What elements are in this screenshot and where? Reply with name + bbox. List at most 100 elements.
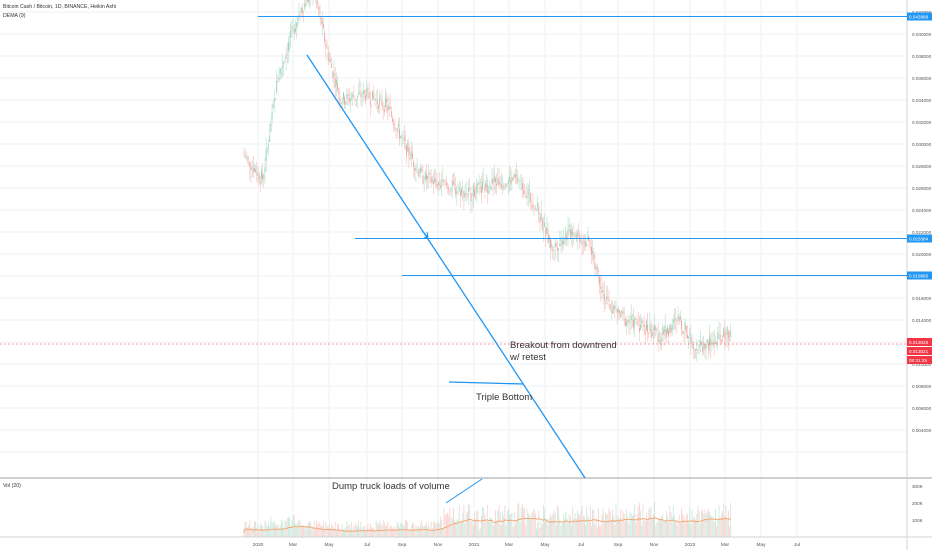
candle-body [571,229,572,235]
candle-body [476,183,478,194]
price-tick-label: 0.030000 [912,142,932,147]
candle-body [263,175,265,179]
candle-body [358,92,360,95]
triple-bottom-line[interactable] [448,381,525,385]
candle-body [550,239,551,249]
volume-axis[interactable]: 300K 200K 100K [912,484,924,523]
candle-body [716,342,718,344]
symbol-title[interactable]: Bitcoin Cash / Bitcoin, 1D, BINANCE, Hei… [3,4,116,10]
candle-body [695,349,697,351]
candle-body [622,311,624,314]
candle-body [415,168,417,171]
price-tick-label: 0.014000 [912,318,932,323]
candle-body [244,155,246,158]
time-tick-label: Jul [578,542,584,548]
candle-body [605,299,606,301]
candle-body [667,327,668,334]
candle-body [344,96,346,105]
candle-body [506,183,508,185]
candle-body [675,318,677,320]
candle-body [693,348,695,350]
candle-body [435,179,437,182]
candle-body [282,65,284,68]
candle-body [430,176,432,183]
grid [0,0,907,537]
candle-body [380,96,382,98]
candle-body [511,176,513,182]
candle-body [250,168,252,170]
candle-body [465,193,467,194]
candle-body [669,324,671,333]
candle-body [582,243,584,245]
candle-body [608,299,610,302]
price-tag-label: 0.013028 [909,340,929,345]
candle-body [461,188,463,194]
candle-body [609,304,611,310]
candle-body [338,91,340,94]
candle-body [702,347,704,352]
candle-body [395,129,397,131]
candle-body [709,336,711,345]
candle-body [413,161,415,167]
price-tag [907,338,932,346]
volume-tick-label: 300K [912,484,924,489]
candle-body [612,310,613,314]
candle-body [285,54,287,59]
candle-body [564,240,565,242]
candle-body [440,185,441,188]
candle-body [471,200,473,202]
candle-body [297,17,299,21]
candle-body [462,187,464,189]
time-tick-label: Mar [505,542,514,548]
candle-body [448,187,450,191]
candle-body [431,179,433,182]
candle-body [409,157,411,160]
candle-body [247,156,248,158]
candle-body [500,184,502,188]
volume-arrow-line[interactable] [445,478,483,504]
candle-body [317,1,319,5]
time-tick-label: Nov [434,542,443,548]
candle-body [464,193,466,197]
candle-body [378,105,379,109]
candle-body [576,232,578,237]
candle-body [635,318,637,320]
candle-body [426,174,427,180]
candle-body [730,331,732,337]
candle-body [490,186,492,190]
candle-body [642,321,644,323]
candle-body [375,99,377,100]
time-axis[interactable]: 2020 Mar May Jul Sep Nov 2021 Mar May Jul Sep Nov 20… [253,542,800,548]
candle-body [433,181,434,185]
price-tag-label: 0.019885 [909,274,929,279]
price-axis[interactable]: 0.0420000.0400000.0380000.0360000.034000… [912,10,932,433]
dema-indicator-label[interactable]: DEMA (9) [3,13,26,19]
candle-body [364,91,365,93]
candle-body [334,78,336,88]
candle-body [299,15,301,16]
candle-body [602,290,604,293]
candle-body [252,168,254,173]
candle-body [279,68,281,75]
candle-body [381,99,383,107]
time-tick-label: 2022 [685,542,696,548]
candle-body [640,324,642,330]
candle-body [650,329,652,338]
candle-body [368,92,370,99]
price-tick-label: 0.004000 [912,428,932,433]
candle-body [293,28,295,34]
price-tick-label: 0.032000 [912,120,932,125]
candle-body [319,11,321,14]
price-tag [907,356,932,364]
downtrend-line[interactable] [306,54,586,479]
candle-body [654,325,656,331]
candle-body [479,182,481,183]
candle-body [528,189,530,191]
volume-indicator-label[interactable]: Vol (20) [3,483,21,489]
candle-body [393,123,395,126]
candle-body [641,320,643,324]
candle-body [540,213,542,220]
price-tick-label: 0.020000 [912,252,932,257]
candle-body [580,240,582,242]
